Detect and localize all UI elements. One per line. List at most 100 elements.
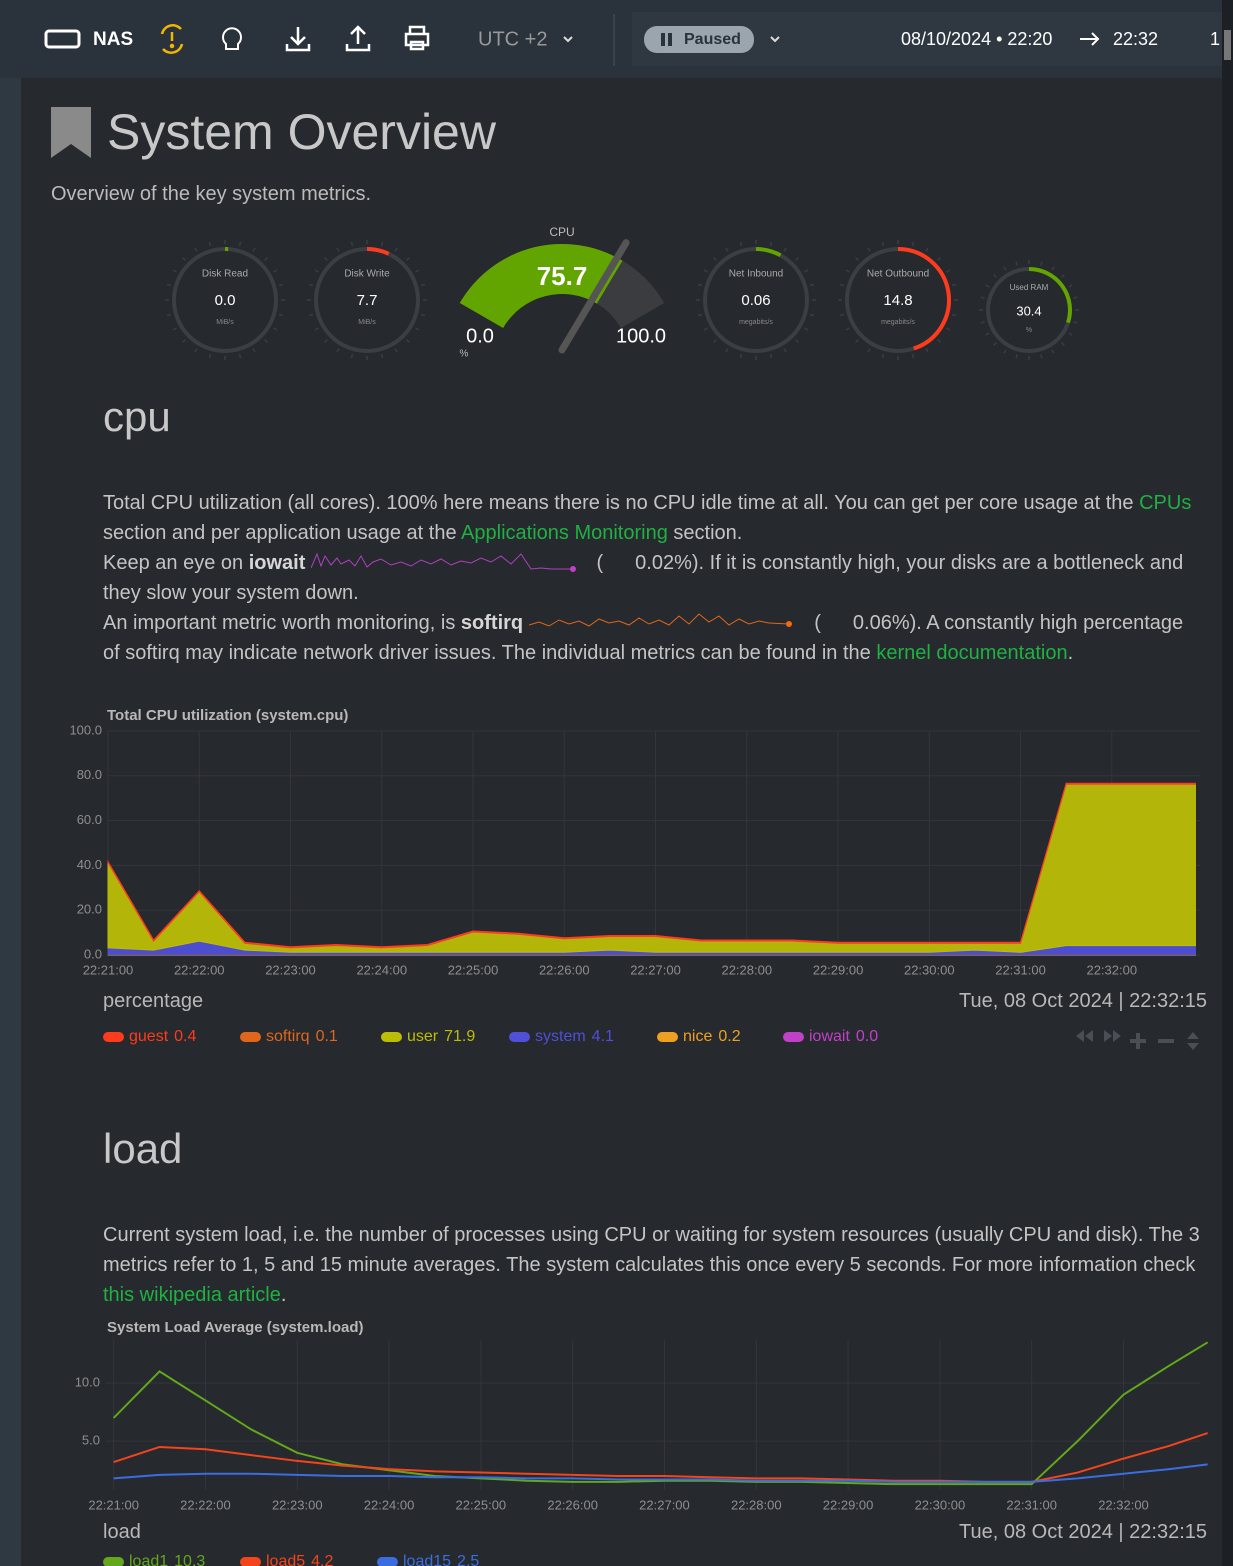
page-title: System Overview bbox=[107, 104, 496, 160]
gauge-tick bbox=[881, 241, 885, 247]
gauge-arc bbox=[1028, 267, 1072, 324]
gauge-tick bbox=[1003, 266, 1007, 271]
gauge-tick bbox=[925, 247, 929, 252]
bookmark-icon bbox=[51, 107, 91, 158]
x-tick-label: 22:29:00 bbox=[813, 962, 864, 977]
caret[interactable] bbox=[770, 36, 780, 43]
print-icon[interactable] bbox=[404, 25, 430, 51]
link[interactable]: kernel documentation bbox=[876, 642, 1068, 664]
legend-swatch bbox=[377, 1557, 398, 1566]
chart-timestamp: Tue, 08 Oct 2024 | 22:32:15 bbox=[959, 990, 1207, 1012]
gauge-tick bbox=[697, 313, 703, 317]
arrow bbox=[1080, 32, 1100, 46]
download-icon[interactable] bbox=[285, 27, 311, 52]
legend-swatch bbox=[381, 1032, 402, 1042]
gauge-tick bbox=[394, 247, 398, 252]
gauge-tick bbox=[172, 269, 177, 273]
legend-name: guest bbox=[129, 1028, 169, 1045]
gauge-tick bbox=[350, 241, 354, 247]
link[interactable]: Applications Monitoring bbox=[461, 522, 668, 544]
legend-swatch bbox=[103, 1032, 124, 1042]
gauge-tick bbox=[415, 269, 420, 273]
status-pill[interactable] bbox=[644, 26, 754, 53]
x-tick-label: 22:30:00 bbox=[915, 1497, 966, 1512]
gauge-tick bbox=[1060, 274, 1065, 279]
bulb-icon[interactable] bbox=[222, 27, 242, 50]
gauge-label: Used RAM bbox=[1010, 283, 1049, 292]
sync-icon[interactable] bbox=[160, 24, 184, 54]
gauge-tick bbox=[264, 257, 268, 261]
text: ( bbox=[814, 612, 821, 634]
x-tick-label: 22:24:00 bbox=[364, 1497, 415, 1512]
x-tick-label: 22:21:00 bbox=[83, 962, 134, 977]
gauge-tick bbox=[951, 283, 957, 287]
gauge-tick bbox=[380, 241, 384, 247]
link[interactable]: CPUs bbox=[1139, 492, 1192, 514]
node-name[interactable]: NAS bbox=[93, 29, 133, 50]
pause-icon bbox=[661, 33, 665, 46]
gauge-tick bbox=[194, 348, 198, 353]
upload-icon[interactable] bbox=[345, 25, 371, 52]
legend-value: 0.2 bbox=[718, 1028, 740, 1045]
legend-swatch bbox=[103, 1557, 124, 1566]
range-end[interactable]: 22:32 bbox=[1113, 29, 1158, 49]
gauge-label: Disk Read bbox=[202, 269, 248, 280]
pause-icon bbox=[668, 33, 672, 46]
range-start[interactable]: 08/10/2024 • 22:20 bbox=[901, 29, 1052, 49]
gauge-value: 75.7 bbox=[537, 261, 588, 291]
gauge-tick bbox=[855, 339, 859, 343]
x-tick-label: 22:23:00 bbox=[272, 1497, 323, 1512]
text: Total CPU utilization (all cores). 100% … bbox=[103, 492, 1140, 514]
gauge-fill bbox=[459, 243, 623, 328]
caret[interactable] bbox=[563, 36, 573, 43]
legend-swatch bbox=[509, 1032, 530, 1042]
gauge-min: 0.0 bbox=[466, 325, 494, 347]
legend-swatch bbox=[783, 1032, 804, 1042]
legend-value: 4.1 bbox=[592, 1028, 614, 1045]
gauge-tick bbox=[937, 339, 941, 343]
gauge-tick bbox=[1068, 284, 1073, 288]
scrollbar bbox=[1222, 0, 1233, 1566]
gauge-arc bbox=[366, 247, 390, 256]
gauge-tick bbox=[1003, 349, 1007, 354]
gauge-unit: megabits/s bbox=[881, 319, 915, 326]
scroll-thumb[interactable] bbox=[1224, 30, 1231, 60]
gauge-tick bbox=[783, 348, 787, 353]
x-tick-label: 22:27:00 bbox=[639, 1497, 690, 1512]
chart-nav[interactable] bbox=[1076, 1030, 1199, 1050]
gauge-tick bbox=[980, 296, 985, 299]
gauge-tick bbox=[406, 257, 410, 261]
gauge-tick bbox=[1015, 354, 1018, 359]
gauge-tick bbox=[985, 284, 990, 288]
gauge-tick bbox=[194, 247, 198, 252]
y-tick-label: 80.0 bbox=[77, 767, 102, 782]
gauge-tick bbox=[809, 313, 815, 317]
gauge-tick bbox=[182, 339, 186, 343]
gauge-tick bbox=[795, 257, 799, 261]
gauge-value: 0.0 bbox=[215, 292, 236, 309]
gauge-tick bbox=[713, 339, 717, 343]
link[interactable]: this wikipedia article bbox=[103, 1284, 281, 1306]
x-tick-label: 22:31:00 bbox=[1006, 1497, 1057, 1512]
gauge-tick bbox=[308, 313, 314, 317]
status-text[interactable]: Paused bbox=[684, 31, 741, 48]
gauge-tick bbox=[855, 257, 859, 261]
gauge-tick bbox=[845, 269, 850, 273]
gauge-tick bbox=[839, 313, 845, 317]
gauge-tick bbox=[406, 339, 410, 343]
metric-name: softirq bbox=[460, 612, 524, 634]
gauge-tick bbox=[911, 353, 915, 359]
gauge-tick bbox=[993, 274, 998, 279]
gauge-tick bbox=[703, 269, 708, 273]
chart-units: load bbox=[103, 1521, 141, 1543]
gauge-max: 100.0 bbox=[616, 325, 666, 347]
timezone[interactable]: UTC +2 bbox=[478, 28, 547, 50]
section-heading: cpu bbox=[103, 393, 171, 440]
gauge-tick bbox=[809, 283, 815, 287]
y-tick-label: 20.0 bbox=[77, 902, 102, 917]
x-tick-label: 22:32:00 bbox=[1098, 1497, 1149, 1512]
gauge-value: 14.8 bbox=[883, 292, 912, 309]
gauge-tick bbox=[867, 348, 871, 353]
legend-value: 0.0 bbox=[856, 1028, 878, 1045]
